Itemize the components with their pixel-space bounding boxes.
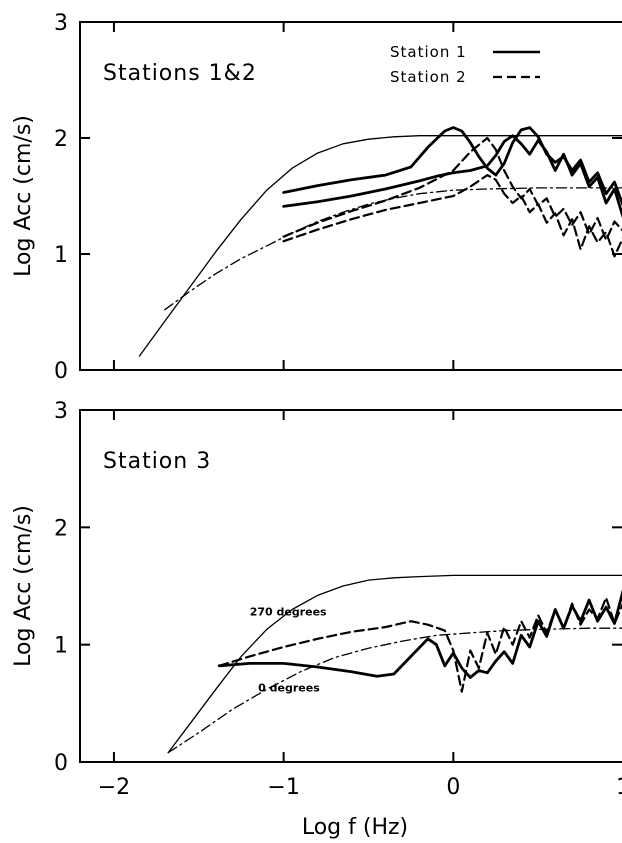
panel-top-title: Stations 1&2 [103, 61, 257, 86]
y-tick-label-bottom-3: 3 [54, 399, 68, 424]
panel-top-frame [79, 21, 622, 371]
y-axis-title-top: Log Acc (cm/s) [11, 115, 36, 277]
legend: Station 1 Station 2 [390, 43, 540, 86]
series-bottom-model_high [167, 574, 622, 754]
panel-bottom: Station 3 Log Acc (cm/s) 0 1 2 3 −2 −1 0 1 270 d… [11, 399, 622, 800]
series-top-station2_b [282, 174, 622, 258]
legend-label-station-2: Station 2 [390, 68, 467, 86]
y-tick-label-bottom-1: 1 [54, 634, 68, 659]
series-group-bottom [167, 574, 622, 754]
series-bottom-deg0 [217, 589, 622, 679]
y-tick-label-top-1: 1 [54, 243, 68, 268]
y-axis-title-bottom: Log Acc (cm/s) [11, 505, 36, 667]
x-tick-label-1: −1 [267, 775, 299, 800]
panel-bottom-frame [79, 409, 622, 763]
x-axis-title: Log f (Hz) [302, 815, 408, 840]
y-tick-label-top-2: 2 [54, 127, 68, 152]
y-tick-label-bottom-2: 2 [54, 516, 68, 541]
series-top-station1_b [282, 134, 622, 218]
legend-label-station-1: Station 1 [390, 43, 467, 61]
annotation-1: 0 degrees [258, 682, 320, 695]
series-top-model_low [164, 187, 622, 311]
panel-bottom-title: Station 3 [103, 449, 211, 474]
y-tick-label-top-0: 0 [54, 359, 68, 384]
x-tick-label-3: 1 [616, 775, 622, 800]
panel-top: Stations 1&2 Log Acc (cm/s) Station 1 St… [11, 11, 622, 384]
y-tick-label-bottom-0: 0 [54, 751, 68, 776]
annotation-0: 270 degrees [250, 605, 327, 618]
series-group-top [138, 126, 622, 357]
series-top-station2_a [282, 136, 622, 242]
x-tick-label-0: −2 [98, 775, 130, 800]
y-tick-label-top-3: 3 [54, 11, 68, 36]
x-tick-label-2: 0 [446, 775, 460, 800]
series-bottom-deg270 [218, 596, 622, 693]
series-top-model_high [138, 135, 622, 357]
series-bottom-model_low [167, 627, 622, 754]
series-top-station1_a [282, 126, 622, 207]
